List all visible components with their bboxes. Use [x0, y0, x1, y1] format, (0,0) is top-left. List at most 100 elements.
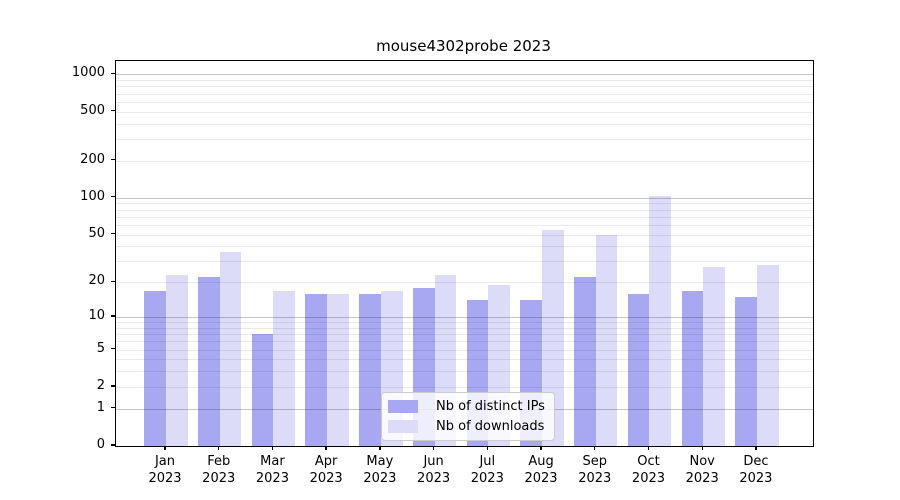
bar-nb-of-downloads-aug — [542, 229, 564, 446]
y-axis-tick-label: 5 — [96, 340, 105, 356]
month-text: Jul — [479, 454, 496, 469]
y-axis-tick-label: 200 — [80, 151, 105, 167]
bar-nb-of-distinct-ips-oct — [627, 293, 650, 446]
bar-nb-of-distinct-ips-sep — [574, 277, 596, 446]
x-axis-month-label-dec: Dec 2023 — [726, 453, 786, 487]
x-axis-tick — [271, 446, 274, 451]
bar-nb-of-downloads-mar — [273, 290, 296, 446]
year-text: 2023 — [470, 471, 504, 486]
legend-label-nb-of-downloads: Nb of downloads — [436, 419, 545, 434]
year-text: 2023 — [202, 471, 236, 486]
y-axis-tick — [111, 407, 115, 409]
y-axis-tick-label: 2 — [96, 377, 105, 393]
y-axis-tick — [111, 280, 115, 282]
x-axis-month-label-nov: Nov 2023 — [672, 453, 732, 487]
y-axis-tick — [111, 385, 115, 387]
year-text: 2023 — [363, 471, 397, 486]
legend-item-nb-of-downloads: Nb of downloads — [388, 419, 545, 434]
gridline-minor — [116, 216, 813, 218]
year-text: 2023 — [417, 471, 451, 486]
bar-nb-of-downloads-oct — [649, 196, 672, 446]
year-text: 2023 — [309, 471, 343, 486]
y-axis-tick — [111, 232, 115, 235]
y-axis-tick — [111, 315, 115, 317]
y-axis-tick-label: 1000 — [71, 65, 105, 81]
bar-nb-of-distinct-ips-dec — [735, 296, 757, 446]
legend-label-nb-of-distinct-ips: Nb of distinct IPs — [436, 399, 545, 414]
x-axis-month-label-jul: Jul 2023 — [457, 453, 517, 487]
year-text: 2023 — [685, 471, 719, 486]
gridline-minor — [116, 224, 813, 226]
y-axis-tick-label: 100 — [80, 188, 105, 204]
gridline-minor — [116, 160, 813, 162]
y-axis-tick-label: 10 — [88, 308, 105, 324]
x-axis-month-label-mar: Mar 2023 — [242, 453, 302, 487]
gridline-minor — [116, 261, 813, 263]
gridline-minor — [116, 111, 813, 113]
x-axis-month-label-sep: Sep 2023 — [565, 453, 625, 487]
month-text: Jun — [423, 454, 444, 469]
x-axis-tick — [432, 446, 435, 451]
gridline-minor — [116, 341, 813, 343]
x-axis-tick — [701, 446, 703, 451]
gridline-minor — [116, 93, 813, 95]
month-text: Dec — [743, 454, 769, 469]
y-axis-tick-label: 20 — [88, 273, 105, 289]
bar-nb-of-distinct-ips-nov — [681, 290, 704, 446]
x-axis-tick — [218, 446, 220, 451]
gridline-minor — [116, 246, 813, 248]
gridline-minor — [116, 349, 813, 351]
gridline-minor — [116, 209, 813, 211]
y-axis-tick-label: 0 — [96, 437, 105, 452]
month-text: Oct — [637, 454, 660, 469]
bar-nb-of-downloads-apr — [327, 293, 349, 446]
bar-nb-of-distinct-ips-jan — [144, 290, 166, 446]
bar-nb-of-downloads-sep — [595, 234, 618, 446]
x-axis-month-label-oct: Oct 2023 — [618, 453, 678, 487]
legend: Nb of distinct IPs Nb of downloads — [381, 392, 555, 441]
gridline-minor — [116, 334, 813, 336]
legend-swatch-nb-of-distinct-ips — [388, 400, 418, 413]
bar-nb-of-downloads-nov — [703, 266, 725, 446]
x-axis-month-label-feb: Feb 2023 — [189, 453, 249, 487]
y-axis-tick — [111, 196, 115, 198]
month-text: Nov — [689, 454, 715, 469]
y-axis-tick — [111, 444, 115, 446]
x-axis-month-label-may: May 2023 — [350, 453, 410, 487]
legend-item-nb-of-distinct-ips: Nb of distinct IPs — [388, 399, 545, 414]
gridline-minor — [116, 386, 813, 388]
year-text: 2023 — [148, 471, 182, 486]
gridline-minor — [116, 359, 813, 361]
year-text: 2023 — [578, 471, 612, 486]
month-text: Sep — [582, 454, 607, 469]
bar-nb-of-distinct-ips-mar — [251, 334, 274, 446]
gridline-minor — [116, 80, 813, 82]
x-axis-tick — [594, 446, 596, 451]
year-text: 2023 — [631, 471, 666, 486]
gridline-minor — [116, 101, 813, 103]
month-text: Feb — [207, 454, 231, 469]
gridline-minor — [116, 327, 813, 329]
y-axis-tick-label: 50 — [88, 225, 105, 241]
bar-nb-of-distinct-ips-may — [359, 293, 381, 446]
y-axis-tick — [111, 159, 115, 161]
gridline-minor — [116, 282, 813, 284]
x-axis-month-label-jun: Jun 2023 — [404, 453, 464, 487]
x-axis-tick — [755, 446, 757, 451]
x-axis-tick — [540, 446, 542, 451]
y-axis-tick — [111, 347, 115, 350]
gridline-major — [116, 74, 813, 76]
y-axis-tick-label: 500 — [80, 102, 105, 118]
x-axis-tick — [486, 446, 488, 451]
month-text: Aug — [528, 454, 554, 469]
gridline-minor — [116, 322, 813, 324]
plot-area: Nb of distinct IPs Nb of downloads — [115, 60, 814, 447]
gridline-minor — [116, 203, 813, 205]
x-axis-month-label-jan: Jan 2023 — [135, 453, 195, 487]
x-axis-tick — [379, 446, 381, 451]
gridline-minor — [116, 139, 813, 141]
month-text: Apr — [314, 454, 338, 469]
bar-nb-of-downloads-feb — [219, 251, 242, 446]
bar-nb-of-distinct-ips-apr — [305, 293, 328, 446]
